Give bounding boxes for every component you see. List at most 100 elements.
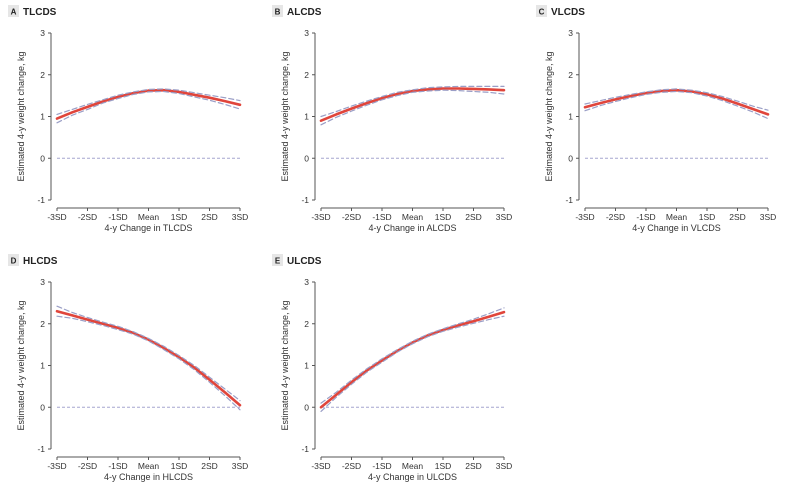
y-tick-label: 1 (40, 112, 45, 122)
panel-letter-box (8, 5, 19, 17)
y-tick-label: 1 (304, 112, 309, 122)
estimate-line (319, 87, 506, 122)
y-tick-label: -1 (37, 444, 45, 454)
panel-b: B ALCDS -1 0 1 2 3 -3SD -2SD -1SD Mean 1SD 2SD 3SD 4-y… (272, 5, 512, 233)
x-tick-label: -2SD (78, 461, 97, 471)
y-tick-label: -1 (565, 195, 573, 205)
panel-title: TLCDS (23, 7, 57, 18)
y-tick-label: 0 (40, 153, 45, 163)
x-tick-label: -3SD (575, 212, 594, 222)
estimate-line (55, 88, 242, 120)
y-tick-label: 3 (40, 277, 45, 287)
x-tick-label: -2SD (606, 212, 625, 222)
y-tick-label: 2 (304, 70, 309, 80)
x-tick-label: -1SD (636, 212, 655, 222)
x-tick-label: 3SD (496, 461, 513, 471)
ci-upper-line (320, 307, 505, 404)
x-tick-label: 2SD (201, 212, 218, 222)
panel-d: D HLCDS -1 0 1 2 3 -3SD -2SD -1SD Mean 1SD 2SD 3SD 4-y… (8, 254, 248, 482)
y-axis-label: Estimated 4-y weight change, kg (280, 51, 290, 181)
y-tick-label: 0 (40, 402, 45, 412)
x-tick-label: -1SD (108, 461, 127, 471)
y-tick-label: -1 (301, 195, 309, 205)
x-tick-label: -3SD (311, 461, 330, 471)
estimate-line (55, 309, 242, 407)
x-tick-label: -2SD (78, 212, 97, 222)
x-axis-label: 4-y Change in TLCDS (105, 223, 193, 233)
ci-lower-line (584, 90, 769, 120)
x-tick-label: -1SD (372, 461, 391, 471)
x-axis-label: 4-y Change in HLCDS (104, 472, 193, 482)
x-tick-label: -3SD (47, 212, 66, 222)
ci-upper-line (56, 88, 241, 116)
x-tick-label: 3SD (496, 212, 513, 222)
ci-upper-line (56, 305, 241, 402)
x-tick-label: 1SD (171, 212, 188, 222)
y-axis-label: Estimated 4-y weight change, kg (544, 51, 554, 181)
panel-title: ULCDS (287, 256, 322, 267)
x-tick-label: -1SD (108, 212, 127, 222)
x-tick-label: 2SD (465, 212, 482, 222)
ci-upper-line (320, 85, 505, 118)
panel-title: ALCDS (287, 7, 322, 18)
panel-letter: A (11, 8, 17, 17)
x-tick-label: 1SD (171, 461, 188, 471)
y-tick-label: 2 (40, 70, 45, 80)
x-tick-label: Mean (402, 461, 424, 471)
panel-c: C VLCDS -1 0 1 2 3 -3SD -2SD -1SD Mean 1SD 2SD 3SD 4-y… (536, 5, 776, 233)
panel-a: A TLCDS -1 0 1 2 3 -3SD -2SD -1SD Mean 1SD 2SD 3SD 4-y… (8, 5, 248, 233)
ci-lower-line (320, 89, 505, 126)
panel-letter-box (536, 5, 547, 17)
estimate-line (319, 310, 506, 409)
x-tick-label: 3SD (232, 212, 249, 222)
panel-letter: B (275, 8, 281, 17)
x-tick-label: Mean (402, 212, 424, 222)
y-tick-label: -1 (301, 444, 309, 454)
x-tick-label: -2SD (342, 461, 361, 471)
y-tick-label: 3 (568, 28, 573, 38)
y-tick-label: 3 (304, 277, 309, 287)
y-tick-label: -1 (37, 195, 45, 205)
y-axis-label: Estimated 4-y weight change, kg (16, 51, 26, 181)
x-tick-label: 2SD (201, 461, 218, 471)
x-tick-label: -3SD (311, 212, 330, 222)
x-tick-label: 2SD (729, 212, 746, 222)
x-axis-label: 4-y Change in VLCDS (632, 223, 721, 233)
x-tick-label: 2SD (465, 461, 482, 471)
y-tick-label: 2 (304, 319, 309, 329)
y-tick-label: 2 (40, 319, 45, 329)
x-tick-label: -2SD (342, 212, 361, 222)
y-tick-label: 1 (304, 361, 309, 371)
panel-title: VLCDS (551, 7, 585, 18)
y-axis-label: Estimated 4-y weight change, kg (280, 300, 290, 430)
panel-letter-box (8, 254, 19, 266)
panel-letter-box (272, 254, 283, 266)
y-tick-label: 3 (40, 28, 45, 38)
y-tick-label: 0 (568, 153, 573, 163)
ci-lower-line (320, 315, 505, 412)
y-tick-label: 1 (40, 361, 45, 371)
ci-lower-line (56, 90, 241, 124)
x-tick-label: 1SD (699, 212, 716, 222)
y-tick-label: 2 (568, 70, 573, 80)
x-tick-label: 3SD (760, 212, 777, 222)
y-axis-label: Estimated 4-y weight change, kg (16, 300, 26, 430)
x-tick-label: Mean (666, 212, 688, 222)
panel-letter: E (275, 257, 281, 266)
estimate-line (583, 88, 770, 116)
x-tick-label: -1SD (372, 212, 391, 222)
ci-upper-line (584, 88, 769, 111)
panel-letter-box (272, 5, 283, 17)
y-tick-label: 3 (304, 28, 309, 38)
x-tick-label: 1SD (435, 461, 452, 471)
x-tick-label: 3SD (232, 461, 249, 471)
x-tick-label: Mean (138, 212, 160, 222)
x-axis-label: 4-y Change in ALCDS (368, 223, 456, 233)
y-tick-label: 0 (304, 402, 309, 412)
ci-lower-line (56, 315, 241, 411)
x-tick-label: 1SD (435, 212, 452, 222)
y-tick-label: 0 (304, 153, 309, 163)
panel-letter: D (11, 257, 17, 266)
x-tick-label: -3SD (47, 461, 66, 471)
